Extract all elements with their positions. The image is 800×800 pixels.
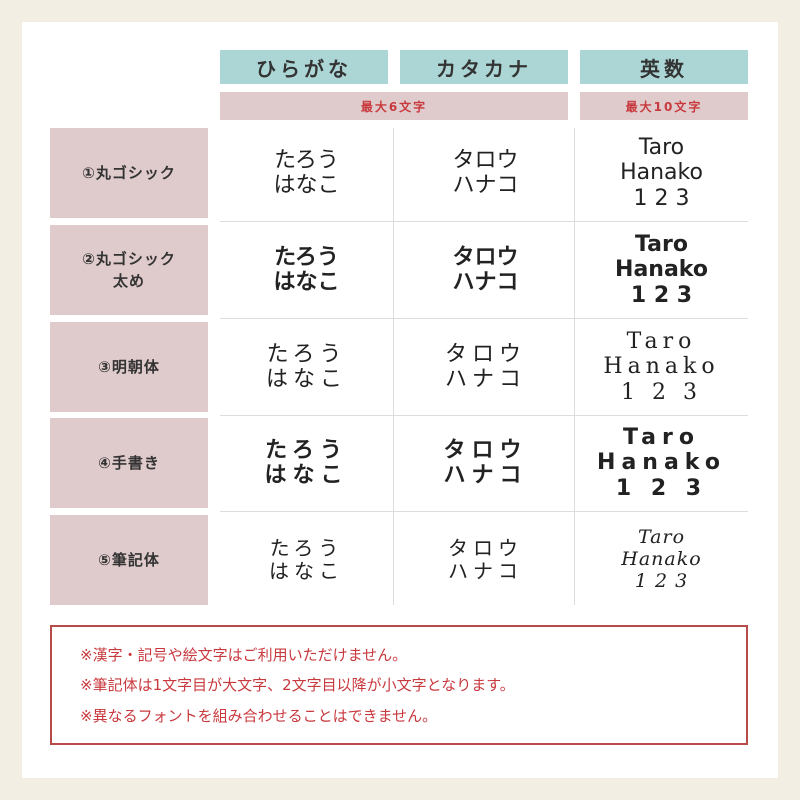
row-divider: [220, 511, 748, 512]
sample-kata: タロウ ハナコ: [398, 512, 573, 608]
sample-alpha: Taro Hanako 1 2 3: [574, 125, 749, 221]
sample-line: ハナコ: [444, 367, 526, 392]
sample-line: はなこ: [264, 463, 349, 488]
sample-line: たろう: [274, 147, 339, 173]
limit-kana: 最大6文字: [220, 92, 568, 120]
font-label: ⑤筆記体: [50, 515, 208, 605]
sample-line: 1 2 3: [633, 185, 690, 211]
sample-line: タロウ: [448, 536, 523, 560]
sample-line: たろう: [269, 536, 344, 560]
sample-kata: タロウ ハナコ: [398, 319, 573, 415]
notes-box: ※漢字・記号や絵文字はご利用いただけません。 ※筆記体は1文字目が大文字、2文字…: [50, 625, 748, 745]
sample-line: たろう: [265, 437, 348, 463]
sample-line: たろう: [274, 244, 339, 270]
sample-line: 1 2 3: [621, 379, 702, 405]
sample-alpha: Taro Hanako 1 2 3: [574, 319, 749, 415]
sample-hira: たろう はなこ: [219, 512, 394, 608]
sample-line: タロウ: [452, 244, 519, 270]
sample-line: Hanako: [620, 160, 703, 186]
sample-line: Hanako: [621, 548, 702, 571]
sample-line: Taro: [637, 526, 686, 549]
sample-line: Taro: [623, 425, 700, 451]
sample-kata: タロウ ハナコ: [398, 415, 573, 511]
sample-line: ハナコ: [448, 559, 523, 583]
sample-line: はなこ: [265, 367, 347, 392]
sample-hira: たろう はなこ: [219, 415, 394, 511]
sample-line: タロウ: [443, 437, 528, 463]
sample-hira: たろう はなこ: [219, 125, 394, 221]
note: ※漢字・記号や絵文字はご利用いただけません。: [80, 645, 408, 664]
header-hiragana: ひらがな: [220, 50, 388, 84]
header-alnum: 英数: [580, 50, 748, 84]
sample-line: ハナコ: [452, 270, 519, 295]
header-katakana: カタカナ: [400, 50, 568, 84]
sample-kata: タロウ ハナコ: [398, 125, 573, 221]
sample-line: タロウ: [452, 147, 519, 173]
font-label: ④手書き: [50, 418, 208, 508]
sample-line: ハナコ: [452, 173, 519, 198]
sample-kata: タロウ ハナコ: [398, 222, 573, 318]
sample-line: はなこ: [273, 173, 340, 198]
note: ※異なるフォントを組み合わせることはできません。: [80, 707, 438, 726]
sample-line: はなこ: [273, 270, 340, 295]
sample-line: 1 2 3: [615, 475, 708, 501]
sample-alpha: Taro Hanako 1 2 3: [574, 512, 749, 608]
sample-line: Taro: [635, 232, 688, 258]
row-divider: [220, 318, 748, 319]
divider: [393, 128, 394, 605]
sample-line: Hanako: [597, 450, 726, 476]
row-divider: [220, 415, 748, 416]
divider: [574, 128, 575, 605]
sample-line: 1 2 3: [634, 569, 689, 592]
sample-line: はなこ: [269, 559, 344, 583]
sample-line: 1 2 3: [630, 282, 693, 308]
sample-line: Hanako: [615, 257, 708, 283]
sample-line: ハナコ: [443, 463, 528, 488]
sample-hira: たろう はなこ: [219, 319, 394, 415]
font-label: ②丸ゴシック 太め: [50, 225, 208, 315]
limit-alnum: 最大10文字: [580, 92, 748, 120]
sample-line: Taro: [626, 329, 697, 355]
font-label: ①丸ゴシック: [50, 128, 208, 218]
font-label: ③明朝体: [50, 322, 208, 412]
sample-hira: たろう はなこ: [219, 222, 394, 318]
sample-line: タロウ: [444, 341, 526, 367]
sample-line: Hanako: [603, 354, 720, 380]
note: ※筆記体は1文字目が大文字、2文字目以降が小文字となります。: [80, 676, 515, 695]
sample-alpha: Taro Hanako 1 2 3: [574, 415, 749, 511]
row-divider: [220, 221, 748, 222]
sample-line: Taro: [638, 135, 685, 161]
sample-line: たろう: [266, 341, 347, 367]
sample-alpha: Taro Hanako 1 2 3: [574, 222, 749, 318]
